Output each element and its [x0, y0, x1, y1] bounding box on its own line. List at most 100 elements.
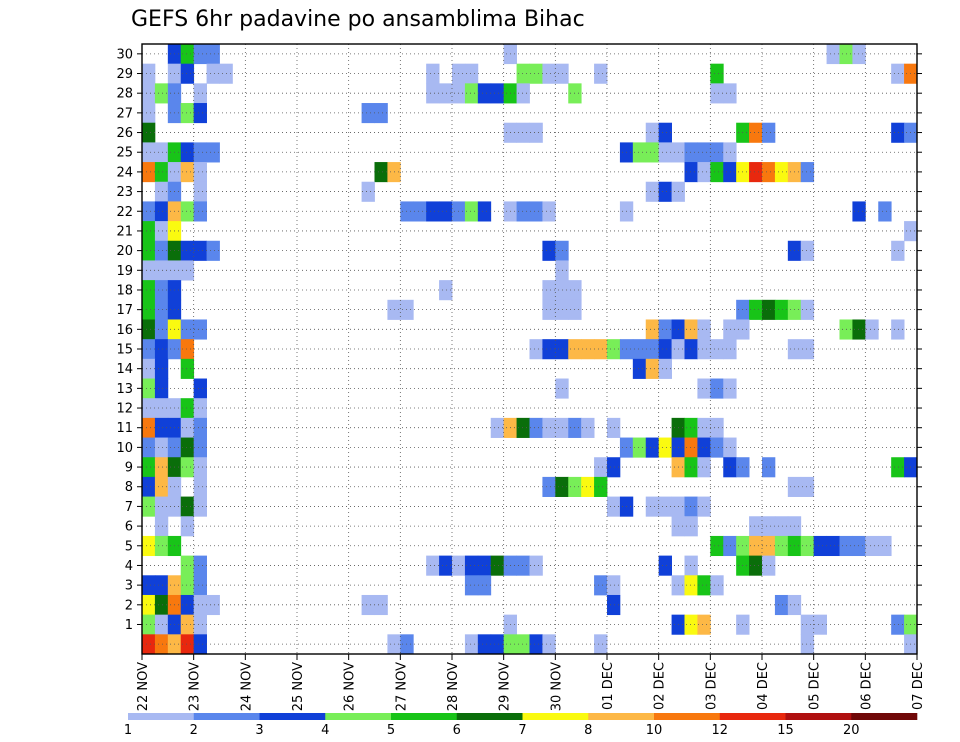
heatmap-cell — [180, 339, 195, 360]
heatmap-cell — [723, 457, 737, 478]
heatmap-cell — [891, 63, 905, 84]
heatmap-cell — [206, 240, 220, 261]
heatmap-cell — [800, 634, 815, 655]
y-tick-label: 7 — [125, 500, 133, 515]
heatmap-cell — [697, 496, 711, 517]
heatmap-cell — [645, 437, 660, 458]
heatmap-cell — [645, 339, 660, 360]
x-tick-label: 25 NOV — [291, 662, 306, 711]
heatmap-cell — [142, 634, 156, 655]
heatmap-cell — [555, 339, 569, 360]
heatmap-cell — [684, 339, 698, 360]
heatmap-cell — [581, 339, 595, 360]
y-tick-label: 19 — [116, 264, 133, 279]
heatmap-cell — [594, 476, 608, 497]
heatmap-cell — [710, 535, 724, 557]
colorbar-label: 8 — [584, 723, 592, 738]
heatmap-cell — [154, 634, 169, 655]
heatmap-cell — [516, 63, 530, 84]
heatmap-cell — [710, 83, 724, 104]
heatmap-cell — [206, 44, 220, 65]
heatmap-cell — [142, 437, 156, 458]
heatmap-cell — [658, 339, 672, 360]
heatmap-cell — [154, 575, 169, 596]
heatmap-cell — [710, 162, 724, 183]
heatmap-cell — [516, 417, 530, 438]
x-tick-label: 24 NOV — [239, 662, 254, 711]
heatmap-cell — [142, 299, 156, 320]
heatmap-cell — [464, 201, 479, 222]
heatmap-cell — [607, 575, 621, 596]
heatmap-cell — [607, 594, 621, 616]
heatmap-cell — [658, 437, 672, 458]
heatmap-cell — [154, 594, 169, 616]
heatmap-cell — [464, 575, 479, 596]
heatmap-cell — [180, 417, 195, 438]
heatmap-cell — [813, 535, 827, 557]
x-tick-label: 23 NOV — [188, 662, 203, 711]
heatmap-cell — [762, 299, 776, 320]
colorbar-label: 15 — [777, 723, 794, 738]
heatmap-cell — [154, 201, 169, 222]
heatmap-cell — [891, 122, 905, 143]
y-tick-label: 9 — [125, 461, 133, 476]
heatmap-cell — [658, 122, 672, 143]
heatmap-cell — [464, 83, 479, 104]
y-tick-label: 30 — [116, 47, 133, 62]
heatmap-cell — [142, 162, 156, 183]
heatmap-cell — [180, 437, 195, 458]
heatmap-cell — [490, 634, 505, 655]
colorbar-swatch — [128, 713, 195, 720]
heatmap-cell — [813, 614, 827, 635]
heatmap-cell — [645, 142, 660, 163]
y-tick-label: 20 — [116, 244, 133, 259]
colorbar-label: 7 — [518, 723, 526, 738]
colorbar-swatch — [456, 713, 523, 720]
heatmap-cell — [154, 240, 169, 261]
heatmap-cell — [142, 358, 156, 379]
heatmap-cell — [762, 457, 776, 478]
y-tick-label: 2 — [125, 598, 133, 613]
heatmap-cell — [529, 555, 543, 576]
heatmap-cell — [193, 476, 207, 497]
heatmap-cell — [800, 339, 815, 360]
y-tick-label: 6 — [125, 520, 133, 535]
heatmap-cell — [723, 162, 737, 183]
heatmap-cell — [477, 555, 492, 576]
heatmap-cell — [697, 614, 711, 635]
y-tick-label: 3 — [125, 579, 133, 594]
heatmap-cell — [594, 575, 608, 596]
heatmap-cell — [142, 260, 156, 281]
heatmap-cell — [142, 339, 156, 360]
heatmap-cell — [555, 476, 569, 497]
heatmap-cell — [762, 535, 776, 557]
heatmap-cell — [516, 83, 530, 104]
heatmap-cell — [774, 162, 789, 183]
colorbar-swatch — [325, 713, 392, 720]
x-tick-label: 05 DEC — [808, 662, 823, 710]
heatmap-cell — [607, 496, 621, 517]
heatmap-cell — [645, 496, 660, 517]
heatmap-cell — [142, 83, 156, 104]
heatmap-cell — [180, 555, 195, 576]
heatmap-cell — [361, 594, 375, 616]
heatmap-cell — [762, 555, 776, 576]
heatmap-cell — [180, 575, 195, 596]
heatmap-cell — [542, 63, 556, 84]
heatmap-cell — [142, 378, 156, 399]
heatmap-cell — [891, 614, 905, 635]
heatmap-cell — [439, 201, 453, 222]
colorbar-label: 5 — [387, 723, 395, 738]
y-tick-label: 12 — [116, 402, 133, 417]
heatmap-cell — [464, 634, 479, 655]
heatmap-cell — [658, 181, 672, 202]
heatmap-cell — [852, 319, 866, 340]
heatmap-cell — [142, 575, 156, 596]
y-tick-label: 18 — [116, 283, 133, 298]
y-tick-label: 26 — [116, 126, 133, 141]
heatmap-cell — [180, 516, 195, 537]
heatmap-cell — [154, 417, 169, 438]
heatmap-cell — [542, 280, 556, 301]
heatmap-cell — [774, 535, 789, 557]
heatmap-cell — [697, 378, 711, 399]
